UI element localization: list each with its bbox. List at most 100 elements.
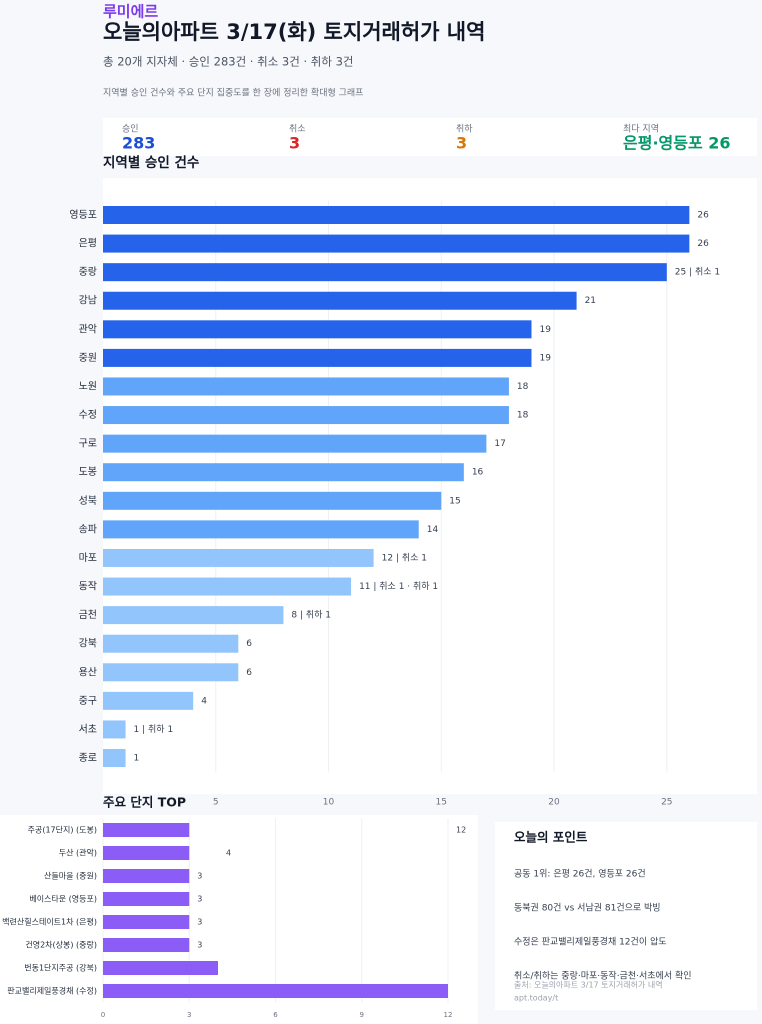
y-tick-label: 강남 — [79, 295, 97, 307]
value-label: 3 — [197, 918, 202, 927]
stat-value: 3 — [456, 134, 467, 153]
bar — [103, 548, 374, 567]
stat-label: 최다 지역 — [623, 124, 659, 135]
y-tick-label: 번동1단지주공 (강북) — [24, 963, 97, 973]
value-label: 3 — [197, 895, 202, 904]
value-label: 3 — [197, 872, 202, 881]
value-label: 12 | 취소 1 — [382, 552, 427, 563]
bar — [103, 463, 464, 482]
bar — [103, 938, 190, 952]
value-label: 18 — [517, 382, 529, 392]
value-label: 25 | 취소 1 — [675, 267, 720, 278]
stat-label: 취하 — [456, 124, 473, 135]
x-tick-label: 10 — [323, 798, 335, 808]
y-tick-label: 베이스타운 (영등포) — [29, 894, 97, 904]
value-label: 12 — [456, 826, 466, 835]
y-tick-label: 수정 — [79, 409, 97, 421]
value-label: 4 — [201, 696, 207, 706]
bar — [103, 663, 239, 682]
x-tick-label: 20 — [548, 798, 560, 808]
stat-value: 3 — [289, 134, 300, 153]
x-tick-label: 25 — [661, 798, 672, 808]
y-tick-label: 구로 — [79, 439, 97, 450]
value-label: 1 — [134, 754, 140, 764]
y-tick-label: 관악 — [79, 323, 97, 335]
value-label: 15 — [449, 496, 460, 506]
y-tick-label: 서초 — [79, 723, 97, 735]
bar — [103, 234, 690, 253]
x-tick-label: 9 — [360, 1011, 364, 1019]
value-label: 4 — [226, 849, 231, 858]
bar — [103, 377, 509, 396]
bar — [103, 846, 190, 860]
bar — [103, 606, 284, 625]
y-tick-label: 금천 — [79, 609, 97, 621]
value-label: 19 — [539, 353, 551, 363]
x-tick-label: 0 — [101, 1011, 105, 1019]
bar — [103, 984, 448, 998]
y-tick-label: 성북 — [79, 495, 97, 507]
y-tick-label: 용산 — [79, 666, 97, 678]
bar — [103, 320, 532, 339]
subtitle: 총 20개 지자체 · 승인 283건 · 취소 3건 · 취하 3건 — [103, 55, 354, 69]
value-label: 8 | 취하 1 — [291, 610, 331, 621]
stat-value: 283 — [122, 134, 155, 153]
value-label: 17 — [494, 439, 505, 449]
y-tick-label: 판교밸리제일풍경채 (수정) — [7, 986, 97, 996]
value-label: 14 — [427, 525, 439, 535]
y-tick-label: 동작 — [79, 581, 97, 593]
source: 출처: 오늘의아파트 3/17 토지거래허가 내역 — [514, 980, 663, 990]
bar — [103, 915, 190, 929]
x-tick-label: 6 — [273, 1011, 278, 1019]
value-label: 26 — [697, 239, 709, 249]
x-tick-label: 15 — [436, 798, 447, 808]
y-tick-label: 종로 — [79, 752, 97, 764]
bar — [103, 434, 487, 453]
bar — [103, 691, 194, 710]
y-tick-label: 강북 — [79, 638, 97, 650]
points-title: 오늘의 포인트 — [514, 830, 588, 845]
y-tick-label: 영등포 — [69, 209, 97, 221]
x-tick-label: 5 — [213, 798, 219, 808]
y-tick-label: 건영2차(상봉) (중랑) — [25, 940, 97, 950]
y-tick-label: 산들마을 (중원) — [44, 871, 97, 881]
y-tick-label: 송파 — [79, 523, 97, 535]
stats-card — [103, 118, 757, 156]
description: 지역별 승인 건수와 주요 단지 집중도를 한 장에 정리한 확대형 그래프 — [103, 87, 363, 99]
y-tick-label: 노원 — [79, 380, 97, 392]
points-card — [495, 822, 757, 1010]
y-tick-label: 중랑 — [79, 266, 97, 278]
value-label: 16 — [472, 468, 484, 478]
y-tick-label: 주공(17단지) (도봉) — [28, 825, 97, 835]
brand: 루미에르 — [103, 3, 158, 21]
value-label: 26 — [697, 211, 709, 221]
chart-title: 지역별 승인 건수 — [103, 154, 199, 171]
bar — [103, 520, 419, 539]
value-label: 6 — [246, 639, 252, 649]
title: 오늘의아파트 3/17(화) 토지거래허가 내역 — [103, 20, 485, 44]
stat-label: 승인 — [122, 124, 139, 135]
y-tick-label: 마포 — [79, 552, 97, 564]
bar — [103, 263, 667, 282]
x-tick-label: 3 — [187, 1011, 191, 1019]
bar — [103, 749, 126, 768]
bar — [103, 869, 190, 883]
bar — [103, 291, 577, 310]
value-label: 1 | 취하 1 — [134, 724, 174, 735]
y-tick-label: 두산 (관악) — [59, 848, 97, 858]
x-tick-label: 12 — [444, 1011, 453, 1019]
bar — [103, 720, 126, 739]
y-tick-label: 도봉 — [79, 466, 97, 478]
y-tick-label: 은평 — [79, 238, 97, 250]
point-item: 동북권 80건 vs 서남권 81건으로 박빙 — [514, 902, 661, 914]
value-label: 18 — [517, 411, 529, 421]
bar — [103, 892, 190, 906]
bar — [103, 577, 352, 596]
value-label: 6 — [246, 668, 252, 678]
y-tick-label: 중원 — [79, 352, 97, 364]
point-item: 수정은 판교밸리제일풍경채 12건이 압도 — [514, 936, 667, 948]
chart-title: 주요 단지 TOP — [103, 795, 186, 810]
bar — [103, 634, 239, 653]
value-label: 21 — [585, 296, 596, 306]
value-label: 3 — [197, 941, 202, 950]
